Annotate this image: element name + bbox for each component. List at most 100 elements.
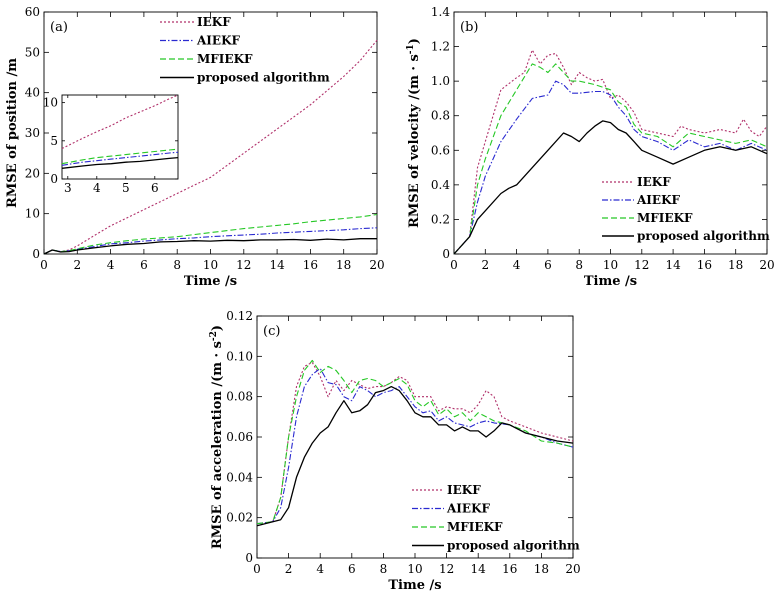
- b-ytick-label: 1.0: [431, 74, 450, 88]
- b-ytick-label: 0.6: [431, 143, 450, 157]
- c-xtick-label: 16: [502, 562, 517, 576]
- c-xtick-label: 10: [407, 562, 422, 576]
- b-y-axis-label: RMSE of velocity /(m · s-1): [406, 38, 422, 228]
- a-xtick-label: 6: [140, 258, 148, 272]
- b-legend-label: MFIEKF: [637, 211, 693, 225]
- c-xtick-label: 6: [348, 562, 356, 576]
- a-legend-label: AIEKF: [196, 34, 241, 48]
- a_inset-series-iekf: [61, 94, 179, 149]
- a_inset-plot-frame: [61, 94, 179, 180]
- b-xtick-label: 18: [728, 258, 743, 272]
- b-ytick-label: 0.4: [431, 178, 450, 192]
- c-y-axis-label-tail: ): [210, 325, 225, 331]
- panel-b: 0 2 4 6 8 10 12 14 16 18 20 0 0.2 0.4 0.6 0.8 1.0 1.2 1.4 T…: [406, 5, 775, 289]
- a-xtick-label: 2: [73, 258, 81, 272]
- b-xtick-label: 6: [544, 258, 552, 272]
- c-ytick-label: 0.02: [226, 511, 253, 525]
- c-ytick-label: 0.08: [226, 390, 253, 404]
- b-y-axis-label-tail: ): [407, 38, 422, 44]
- a-x-axis-label: Time /s: [184, 274, 237, 289]
- b-ytick-label: 0.8: [431, 109, 450, 123]
- a-panel-label: (a): [50, 20, 68, 35]
- a_inset-ytick-label: 5: [50, 134, 58, 148]
- a_inset-series-aiekf: [61, 151, 179, 166]
- c-series-proposed-algorithm: [256, 385, 574, 527]
- a-xtick-label: 20: [369, 258, 384, 272]
- c-y-axis-label-exponent: -2: [209, 331, 219, 341]
- c-xtick-label: 18: [534, 562, 549, 576]
- a-ytick-label: 30: [25, 126, 40, 140]
- c-legend-label: MFIEKF: [447, 520, 503, 534]
- b-series-proposed-algorithm: [453, 120, 768, 255]
- b-legend-label: IEKF: [637, 175, 671, 189]
- c-ytick-label: 0: [245, 551, 253, 565]
- a-legend-label: IEKF: [197, 15, 231, 29]
- b-series-iekf: [453, 49, 768, 255]
- c-ytick-label: 0.04: [226, 470, 253, 484]
- a-xtick-label: 14: [269, 258, 285, 272]
- b-xtick-label: 16: [697, 258, 712, 272]
- a-xtick-label: 18: [336, 258, 351, 272]
- b-legend-label: AIEKF: [636, 193, 681, 207]
- a-y-axis-label: RMSE of position /m: [5, 58, 20, 208]
- a-ytick-label: 40: [25, 86, 40, 100]
- a-xtick-label: 10: [203, 258, 218, 272]
- b-xtick-label: 0: [450, 258, 458, 272]
- c-y-axis-label: RMSE of acceleration /(m · s-2): [209, 325, 225, 549]
- a-xtick-label: 12: [236, 258, 251, 272]
- b-xtick-label: 20: [759, 258, 774, 272]
- a-series-iekf: [43, 39, 378, 255]
- b-legend-label: proposed algorithm: [637, 229, 770, 243]
- a-ytick-label: 60: [25, 5, 40, 19]
- b-xtick-label: 12: [634, 258, 649, 272]
- a-xtick-label: 8: [173, 258, 181, 272]
- a_inset-ytick-label: 0: [50, 172, 58, 186]
- b-plot-frame: [453, 11, 768, 255]
- c-series-aiekf: [256, 367, 574, 525]
- c-legend-label: proposed algorithm: [447, 539, 580, 553]
- a-legend-label: MFIEKF: [197, 52, 253, 66]
- c-plot-frame: [256, 315, 574, 559]
- b-ytick-label: 1.2: [431, 40, 450, 54]
- a-series-proposed-algorithm: [43, 238, 377, 255]
- c-xtick-label: 4: [316, 562, 324, 576]
- c-panel-label: (c): [263, 324, 280, 339]
- b-xtick-label: 14: [665, 258, 681, 272]
- panel-c: 0 2 4 6 8 10 12 14 16 18 20 0 0.02 0.04 0.06 0.08 0.10 0.…: [209, 309, 581, 593]
- c-xtick-label: 12: [439, 562, 454, 576]
- b-ytick-label: 1.4: [431, 5, 450, 19]
- a_inset-series-mfiekf: [61, 148, 179, 165]
- b-panel-label: (b): [460, 20, 478, 35]
- b-xtick-label: 10: [603, 258, 618, 272]
- c-series-mfiekf: [256, 359, 574, 525]
- c-ytick-label: 0.06: [226, 430, 253, 444]
- a_inset-xtick-label: 4: [93, 181, 101, 195]
- a-xtick-label: 0: [40, 258, 48, 272]
- c-legend-label: IEKF: [447, 483, 481, 497]
- c-legend-label: AIEKF: [446, 502, 491, 516]
- a-series-mfiekf: [43, 213, 378, 255]
- b-ytick-label: 0: [442, 247, 450, 261]
- b-xtick-label: 2: [481, 258, 489, 272]
- b-series-mfiekf: [453, 63, 768, 255]
- b-ytick-label: 0.2: [431, 212, 450, 226]
- b-xtick-label: 8: [575, 258, 583, 272]
- b-y-axis-label-exponent: -1: [406, 44, 416, 54]
- b-xtick-label: 4: [513, 258, 521, 272]
- a_inset-xtick-label: 6: [151, 181, 159, 195]
- a_inset-xtick-label: 3: [64, 181, 72, 195]
- c-ytick-label: 0.12: [226, 309, 253, 323]
- a-xtick-label: 16: [303, 258, 318, 272]
- a_inset-ytick-label: 10: [43, 96, 58, 110]
- c-xtick-label: 14: [471, 562, 487, 576]
- a-ytick-label: 0: [32, 247, 40, 261]
- c-xtick-label: 8: [380, 562, 388, 576]
- a-ytick-label: 50: [25, 45, 40, 59]
- c-xtick-label: 2: [285, 562, 293, 576]
- a-ytick-label: 20: [25, 166, 40, 180]
- c-ytick-label: 0.10: [226, 349, 253, 363]
- a_inset-xtick-label: 5: [122, 181, 130, 195]
- a-legend-label: proposed algorithm: [197, 71, 330, 85]
